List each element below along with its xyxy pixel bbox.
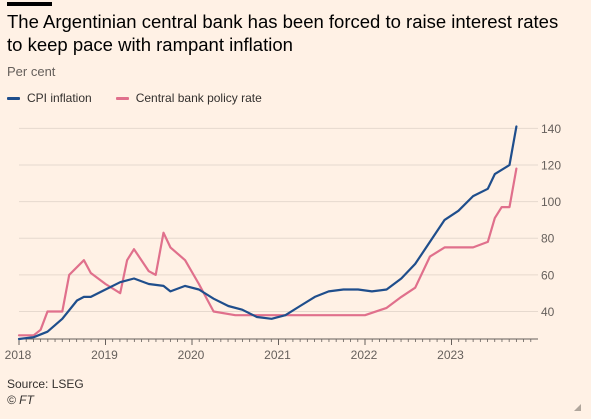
y-tick-label-100: 100 <box>541 195 561 209</box>
x-tick-label-2018: 2018 <box>5 348 32 362</box>
y-tick-label-120: 120 <box>541 158 561 172</box>
y-tick-label-60: 60 <box>541 268 555 282</box>
gridlines <box>19 127 538 313</box>
ft-top-bar <box>7 2 52 6</box>
y-tick-label-80: 80 <box>541 232 555 246</box>
source-note: Source: LSEG <box>7 377 84 391</box>
policy-rate-line <box>17 167 518 337</box>
resize-corner-icon <box>574 404 581 411</box>
y-tick-label-140: 140 <box>541 122 561 136</box>
legend-item-cpi: CPI inflation <box>7 91 92 105</box>
x-axis: 2018 2019 2020 2021 2022 2023 <box>5 338 538 362</box>
cpi-inflation-line <box>17 125 518 341</box>
line-chart: 2018 2019 2020 2021 2022 2023 40 60 80 100 120 140 <box>5 122 562 362</box>
ft-credit: © FT <box>7 393 34 407</box>
x-tick-label-2021: 2021 <box>264 348 291 362</box>
x-tick-label-2019: 2019 <box>91 348 118 362</box>
series-lines <box>17 125 518 341</box>
legend: CPI inflation Central bank policy rate <box>7 91 286 105</box>
y-axis: 40 60 80 100 120 140 <box>541 122 561 319</box>
x-tick-label-2020: 2020 <box>178 348 205 362</box>
legend-label-policy-rate: Central bank policy rate <box>135 91 262 105</box>
legend-swatch-policy-rate <box>115 96 129 100</box>
y-tick-label-40: 40 <box>541 305 555 319</box>
x-tick-label-2023: 2023 <box>437 348 464 362</box>
chart-subtitle: Per cent <box>7 64 56 79</box>
chart-title: The Argentinian central bank has been fo… <box>7 11 559 55</box>
legend-item-policy-rate: Central bank policy rate <box>115 91 262 105</box>
x-tick-label-2022: 2022 <box>351 348 378 362</box>
legend-swatch-cpi <box>7 96 20 100</box>
legend-label-cpi: CPI inflation <box>27 91 92 105</box>
